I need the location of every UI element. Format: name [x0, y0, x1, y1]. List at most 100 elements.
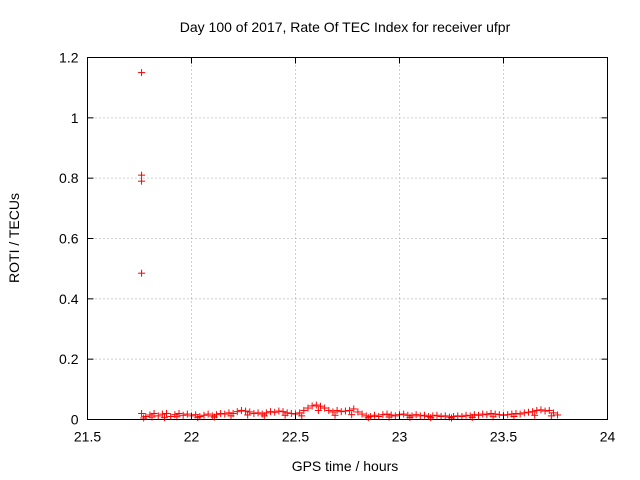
data-point: [483, 411, 491, 419]
data-point: [458, 412, 466, 420]
y-axis-label: ROTI / TECUs: [6, 193, 22, 283]
data-point: [346, 406, 354, 414]
data-point: [520, 409, 528, 417]
data-point: [227, 412, 235, 420]
data-point: [254, 409, 262, 417]
data-point: [533, 406, 541, 414]
y-tick-label: 1.2: [59, 50, 79, 66]
data-point: [427, 414, 435, 422]
data-point: [364, 414, 372, 422]
x-tick-label: 23.5: [490, 429, 517, 445]
data-point: [138, 69, 146, 77]
data-point: [233, 408, 241, 416]
data-point: [221, 410, 229, 418]
x-tick-label: 23: [392, 429, 408, 445]
data-point: [287, 409, 295, 417]
data-point: [379, 411, 387, 419]
data-point: [242, 407, 250, 415]
x-tick-label: 21.5: [74, 429, 101, 445]
data-point: [250, 409, 258, 417]
data-point: [333, 406, 341, 414]
data-point: [524, 408, 532, 416]
x-tick-label: 22: [184, 429, 200, 445]
data-point: [441, 412, 449, 420]
data-point: [371, 411, 379, 419]
data-point: [217, 409, 225, 417]
data-point: [529, 408, 537, 416]
data-point: [275, 407, 283, 415]
data-point: [281, 411, 289, 419]
data-point: [183, 410, 191, 418]
data-point: [341, 407, 349, 415]
x-tick-label: 24: [600, 429, 616, 445]
data-point: [244, 411, 252, 419]
data-point: [167, 412, 175, 420]
data-point: [531, 411, 539, 419]
data-point: [140, 414, 148, 422]
data-point: [279, 408, 287, 416]
x-tick-label: 22.5: [282, 429, 309, 445]
y-tick-label: 0: [71, 412, 79, 428]
data-point: [454, 412, 462, 420]
data-point: [433, 411, 441, 419]
data-point: [271, 408, 279, 416]
data-point: [358, 410, 366, 418]
data-point: [504, 411, 512, 419]
data-point: [138, 269, 146, 277]
data-point: [194, 414, 202, 422]
data-point: [160, 414, 168, 422]
y-tick-label: 1: [71, 110, 79, 126]
data-point: [138, 409, 146, 417]
data-point: [298, 412, 306, 420]
data-point: [312, 401, 320, 409]
data-point: [462, 411, 470, 419]
data-point: [516, 410, 524, 418]
y-tick-label: 0.4: [59, 291, 79, 307]
data-point: [400, 410, 408, 418]
grid: [87, 57, 608, 420]
data-point: [337, 408, 345, 416]
data-point: [154, 412, 162, 420]
data-point: [348, 411, 356, 419]
data-point: [204, 410, 212, 418]
data-point: [350, 405, 358, 413]
data-point: [416, 412, 424, 420]
data-point: [138, 177, 146, 185]
data-point: [331, 411, 339, 419]
data-point: [510, 412, 518, 420]
data-point: [354, 408, 362, 416]
data-point: [304, 404, 312, 412]
y-tick-label: 0.8: [59, 170, 79, 186]
data-point: [448, 414, 455, 422]
data-point: [150, 409, 158, 417]
data-point: [479, 410, 487, 418]
data-point: [314, 406, 322, 414]
y-tick-label: 0.2: [59, 351, 79, 367]
data-point: [391, 412, 399, 420]
data-point: [200, 411, 208, 419]
data-point: [321, 404, 329, 412]
data-point: [375, 412, 383, 420]
data-point: [316, 402, 324, 410]
data-point: [537, 406, 545, 414]
data-point: [300, 406, 308, 414]
data-point: [158, 410, 166, 418]
data-point: [437, 412, 445, 420]
x-axis-label: GPS time / hours: [292, 458, 399, 474]
data-point: [237, 406, 245, 414]
axis-ticks: 21.5 22 22.5 23 23.5 24 0 0.2 0.4 0.6 0.8 1 1.2: [59, 50, 615, 445]
chart-title: Day 100 of 2017, Rate Of TEC Index for r…: [180, 19, 511, 35]
data-point: [475, 411, 483, 419]
data-point: [412, 411, 420, 419]
data-point: [541, 407, 549, 415]
data-point: [138, 171, 146, 179]
y-tick-label: 0.6: [59, 231, 79, 247]
data-point: [545, 406, 553, 414]
data-point: [495, 411, 503, 419]
data-point: [325, 406, 333, 414]
data-point: [547, 412, 555, 420]
data-point: [420, 411, 428, 419]
data-point: [260, 412, 268, 420]
